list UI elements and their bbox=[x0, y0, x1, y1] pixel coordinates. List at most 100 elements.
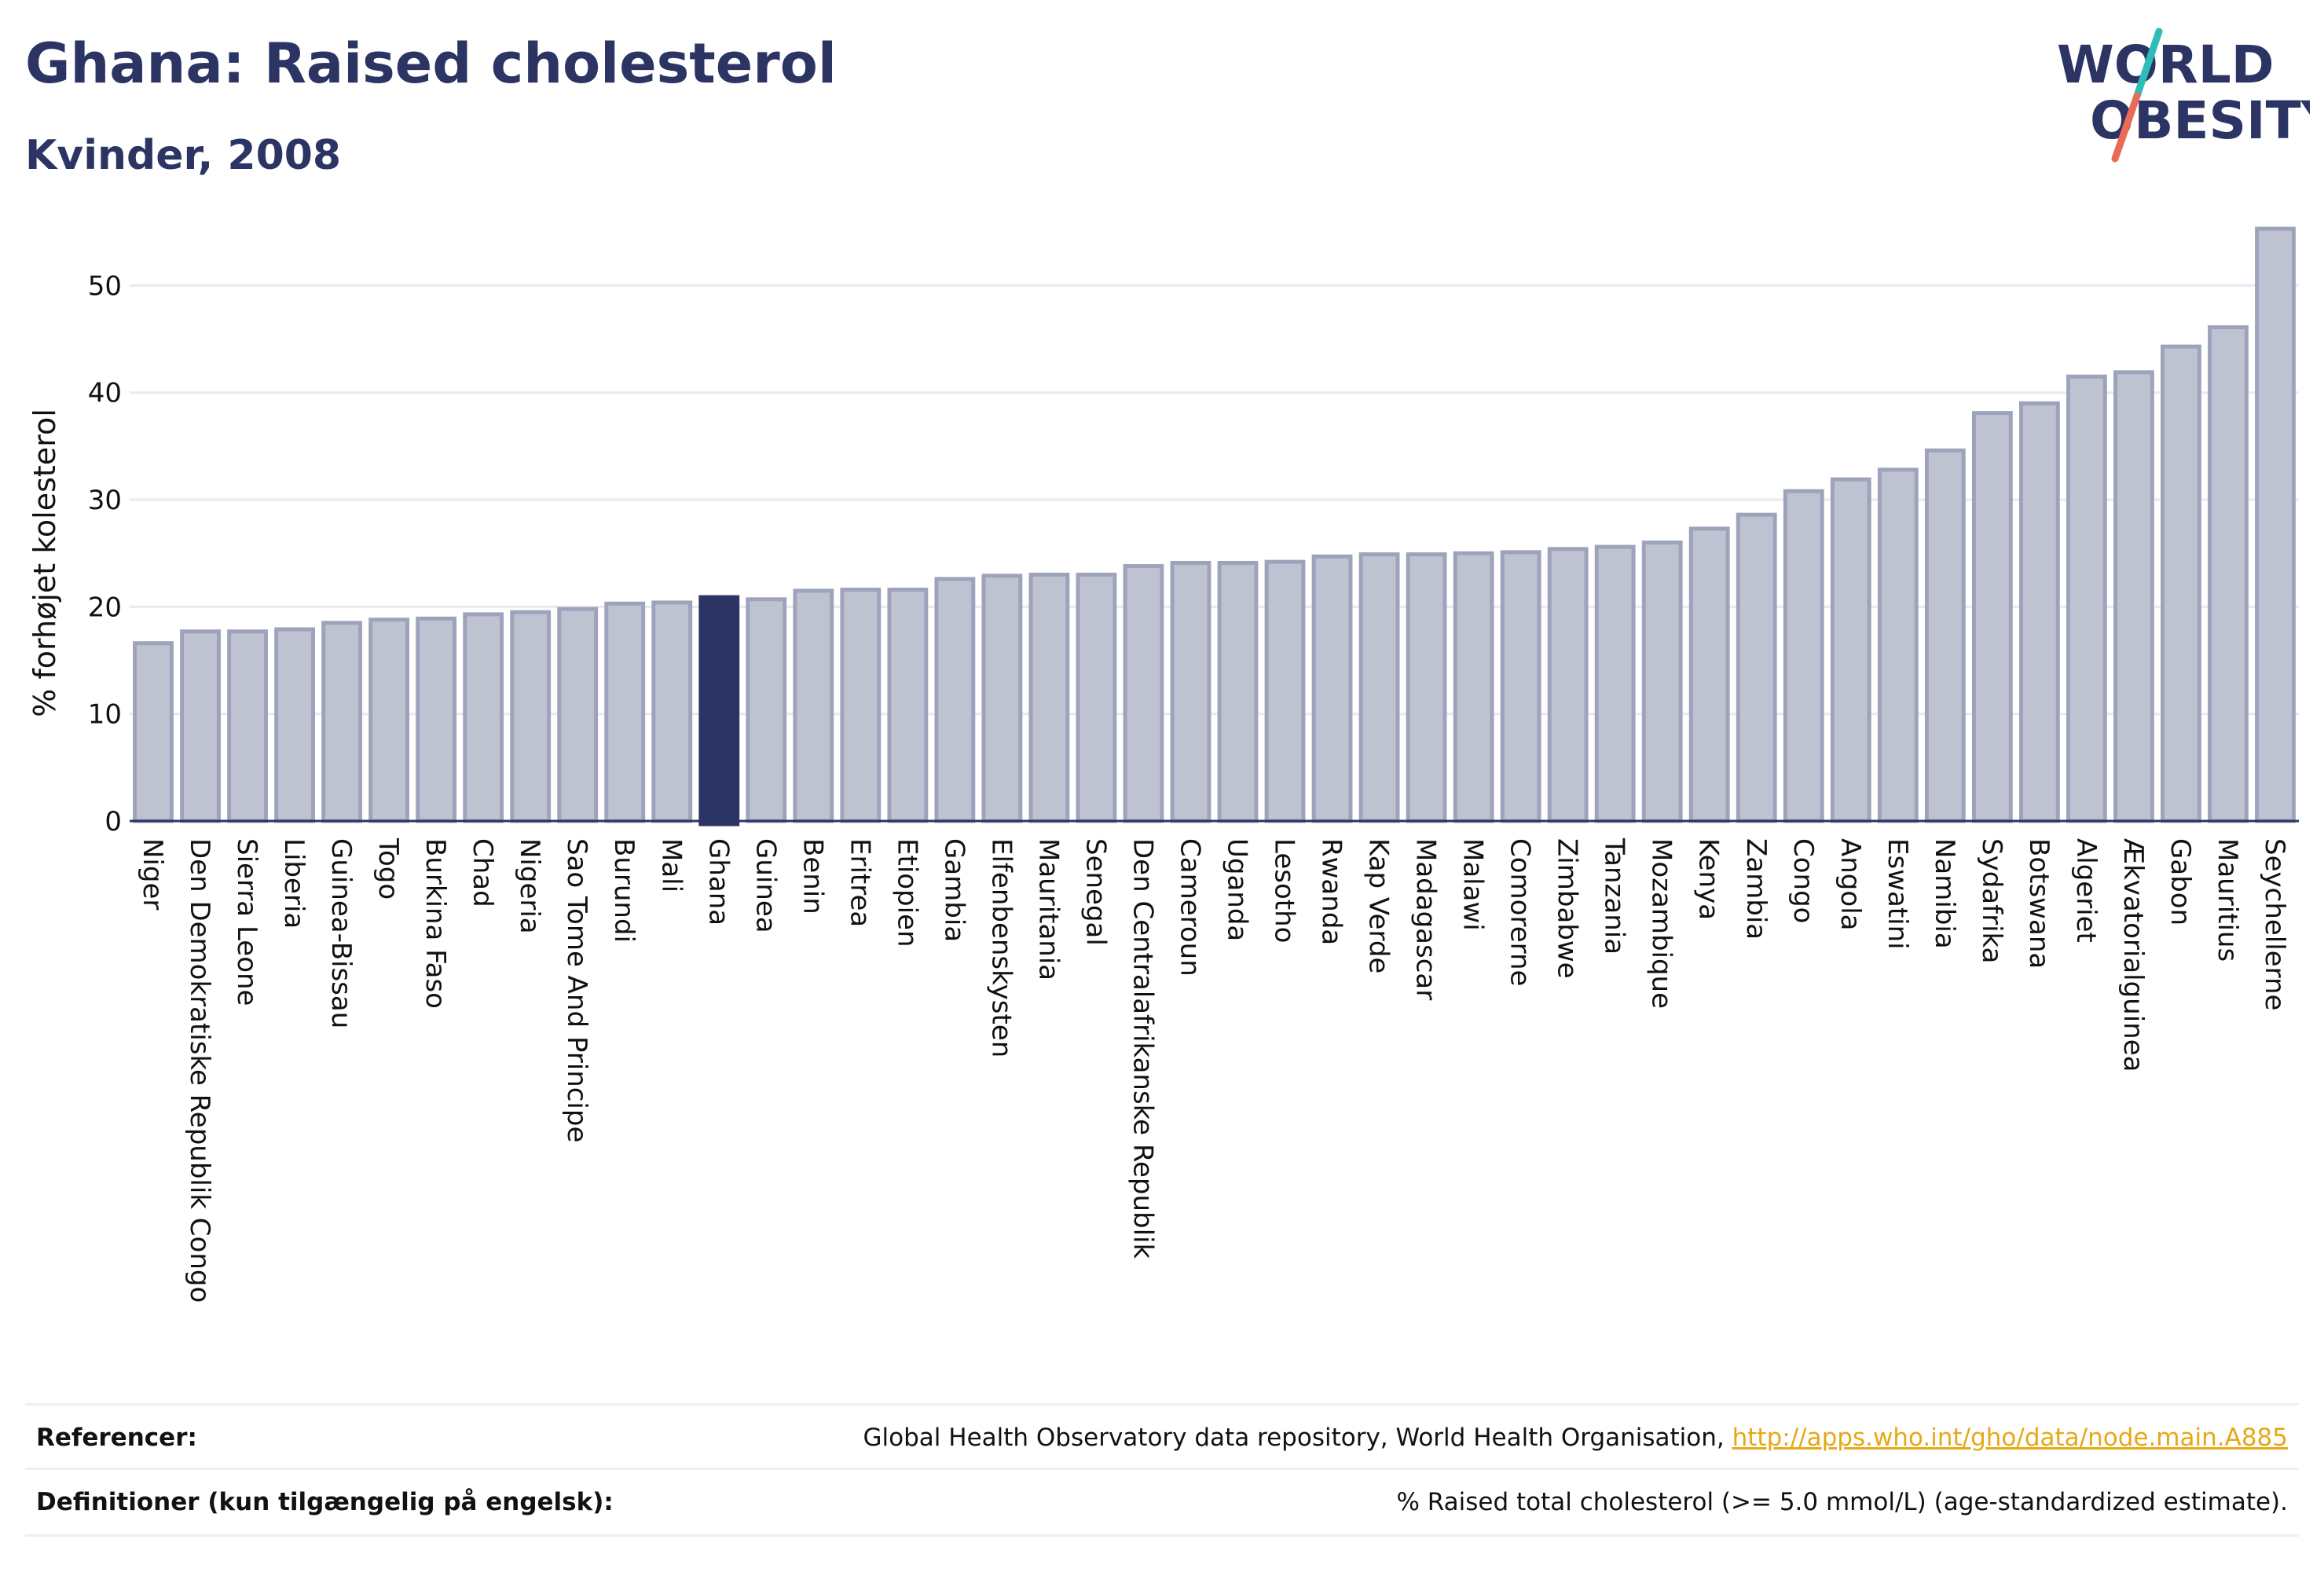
x-tick-label: Gambia bbox=[938, 838, 970, 942]
bar-benin[interactable] bbox=[793, 588, 834, 823]
bar-algeriet[interactable] bbox=[2066, 374, 2107, 823]
bar-congo[interactable] bbox=[1783, 489, 1824, 823]
x-tick-label: Den Demokratiske Republik Congo bbox=[184, 838, 215, 1303]
x-tick-label: Zimbabwe bbox=[1552, 838, 1583, 979]
bar-sydafrika[interactable] bbox=[1971, 411, 2013, 823]
x-tick-label: Burkina Faso bbox=[420, 838, 451, 1009]
bar-uganda[interactable] bbox=[1217, 560, 1259, 823]
x-tick-label: Lesotho bbox=[1269, 838, 1300, 943]
x-tick-label: Mauritania bbox=[1032, 838, 1064, 980]
bar-malawi[interactable] bbox=[1453, 551, 1494, 823]
x-tick-label: Seychellerne bbox=[2259, 838, 2290, 1010]
x-tick-label: Kap Verde bbox=[1363, 838, 1395, 973]
x-tick-label: Comorerne bbox=[1505, 838, 1536, 986]
logo-text-world: WORLD bbox=[2057, 35, 2275, 95]
x-tick-label: Rwanda bbox=[1316, 838, 1347, 945]
x-tick-label: Elfenbenskysten bbox=[985, 838, 1017, 1057]
x-tick-label: Liberia bbox=[278, 838, 310, 929]
x-tick-label: Sierra Leone bbox=[231, 838, 262, 1006]
bar-lesotho[interactable] bbox=[1264, 559, 1306, 823]
chart-subtitle: Kvinder, 2008 bbox=[25, 132, 342, 179]
bar-gambia[interactable] bbox=[934, 577, 976, 823]
bar-chad[interactable] bbox=[463, 612, 504, 823]
bar-eritrea[interactable] bbox=[840, 588, 882, 823]
x-tick-label: Eritrea bbox=[844, 838, 875, 927]
bar-guinea-bissau[interactable] bbox=[321, 621, 363, 823]
bar-ghana[interactable] bbox=[698, 595, 740, 826]
bar-eswatini[interactable] bbox=[1877, 467, 1919, 823]
x-tick-label: Togo bbox=[372, 837, 404, 900]
x-tick-label: Guinea-Bissau bbox=[325, 838, 357, 1028]
x-tick-label: Den Centralafrikanske Republik bbox=[1127, 838, 1158, 1259]
logo-slash-coral bbox=[2111, 92, 2141, 163]
bar-kenya[interactable] bbox=[1688, 526, 1730, 823]
x-tick-label: Mali bbox=[655, 838, 687, 892]
bar-rwanda[interactable] bbox=[1311, 554, 1353, 823]
bar-kap-verde[interactable] bbox=[1358, 552, 1400, 823]
bar-guinea[interactable] bbox=[746, 597, 787, 823]
x-tick-label: Uganda bbox=[1222, 838, 1253, 941]
bar-mali[interactable] bbox=[651, 600, 693, 823]
bar-mozambique[interactable] bbox=[1641, 541, 1683, 823]
definitions-row: Definitioner (kun tilgængelig på engelsk… bbox=[25, 1468, 2299, 1537]
x-tick-label: Zambia bbox=[1740, 838, 1772, 940]
bar-liberia[interactable] bbox=[274, 627, 315, 823]
bar-den-demokratiske-republik-congo[interactable] bbox=[180, 629, 221, 823]
bar-mauritius[interactable] bbox=[2208, 325, 2249, 823]
x-tick-label: Sao Tome And Principe bbox=[561, 838, 592, 1142]
x-tick-label: Malawi bbox=[1457, 838, 1489, 931]
y-tick-label: 10 bbox=[88, 699, 122, 731]
bar-etiopien[interactable] bbox=[887, 588, 929, 823]
x-tick-label: Namibia bbox=[1929, 838, 1960, 949]
bar-sierra-leone[interactable] bbox=[227, 629, 268, 823]
bar-senegal[interactable] bbox=[1076, 572, 1117, 823]
bar-den-centralafrikanske-republik[interactable] bbox=[1123, 564, 1164, 823]
bar-togo[interactable] bbox=[368, 618, 410, 823]
bar-tanzania[interactable] bbox=[1594, 544, 1636, 823]
bar-botswana[interactable] bbox=[2018, 401, 2060, 823]
bar-cameroun[interactable] bbox=[1170, 560, 1211, 823]
bars bbox=[133, 226, 2296, 826]
y-tick-label: 0 bbox=[104, 806, 122, 837]
x-tick-label: Ækvatorialguinea bbox=[2117, 838, 2149, 1072]
references-link[interactable]: http://apps.who.int/gho/data/node.main.A… bbox=[1732, 1424, 2288, 1452]
bar-ækvatorialguinea[interactable] bbox=[2113, 370, 2154, 823]
x-tick-label: Eswatini bbox=[1882, 838, 1913, 950]
x-tick-label: Mozambique bbox=[1646, 838, 1677, 1009]
x-tick-label: Benin bbox=[797, 838, 828, 914]
bar-burkina-faso[interactable] bbox=[416, 616, 457, 823]
bar-burundi[interactable] bbox=[604, 601, 646, 823]
x-tick-label: Kenya bbox=[1693, 838, 1725, 920]
x-tick-label: Madagascar bbox=[1410, 838, 1442, 1000]
x-tick-label: Chad bbox=[467, 838, 498, 907]
bar-angola[interactable] bbox=[1830, 477, 1871, 823]
x-tick-label: Congo bbox=[1787, 838, 1819, 923]
bar-seychellerne[interactable] bbox=[2255, 226, 2296, 823]
bar-zambia[interactable] bbox=[1736, 512, 1777, 823]
bar-nigeria[interactable] bbox=[510, 610, 552, 823]
x-tick-label: Botswana bbox=[2023, 838, 2055, 969]
references-value: Global Health Observatory data repositor… bbox=[863, 1424, 2299, 1452]
x-axis-category-labels: Niger Den Demokratiske Republik Congo Sier… bbox=[137, 837, 2290, 1303]
bar-mauritania[interactable] bbox=[1028, 572, 1070, 823]
x-tick-label: Angola bbox=[1835, 838, 1866, 930]
x-tick-label: Tanzania bbox=[1599, 837, 1630, 955]
bar-sao-tome-and-principe[interactable] bbox=[557, 607, 599, 823]
y-tick-label: 40 bbox=[88, 378, 122, 409]
bar-gabon[interactable] bbox=[2161, 344, 2201, 823]
x-tick-label: Guinea bbox=[750, 838, 781, 933]
x-tick-label: Nigeria bbox=[514, 838, 545, 934]
bar-comorerne[interactable] bbox=[1500, 550, 1541, 823]
bar-niger[interactable] bbox=[133, 641, 174, 823]
chart-title: Ghana: Raised cholesterol bbox=[25, 31, 837, 96]
definitions-value: % Raised total cholesterol (>= 5.0 mmol/… bbox=[1396, 1488, 2288, 1516]
bar-madagascar[interactable] bbox=[1406, 552, 1447, 823]
bar-zimbabwe[interactable] bbox=[1547, 547, 1589, 823]
y-tick-label: 50 bbox=[88, 270, 122, 302]
bar-namibia[interactable] bbox=[1924, 448, 1966, 823]
definitions-label: Definitioner (kun tilgængelig på engelsk… bbox=[36, 1488, 614, 1516]
references-text: Global Health Observatory data repositor… bbox=[863, 1424, 1732, 1452]
bar-elfenbenskysten[interactable] bbox=[981, 574, 1023, 823]
x-tick-label: Gabon bbox=[2165, 838, 2196, 925]
x-tick-label: Sydafrika bbox=[1976, 838, 2007, 963]
